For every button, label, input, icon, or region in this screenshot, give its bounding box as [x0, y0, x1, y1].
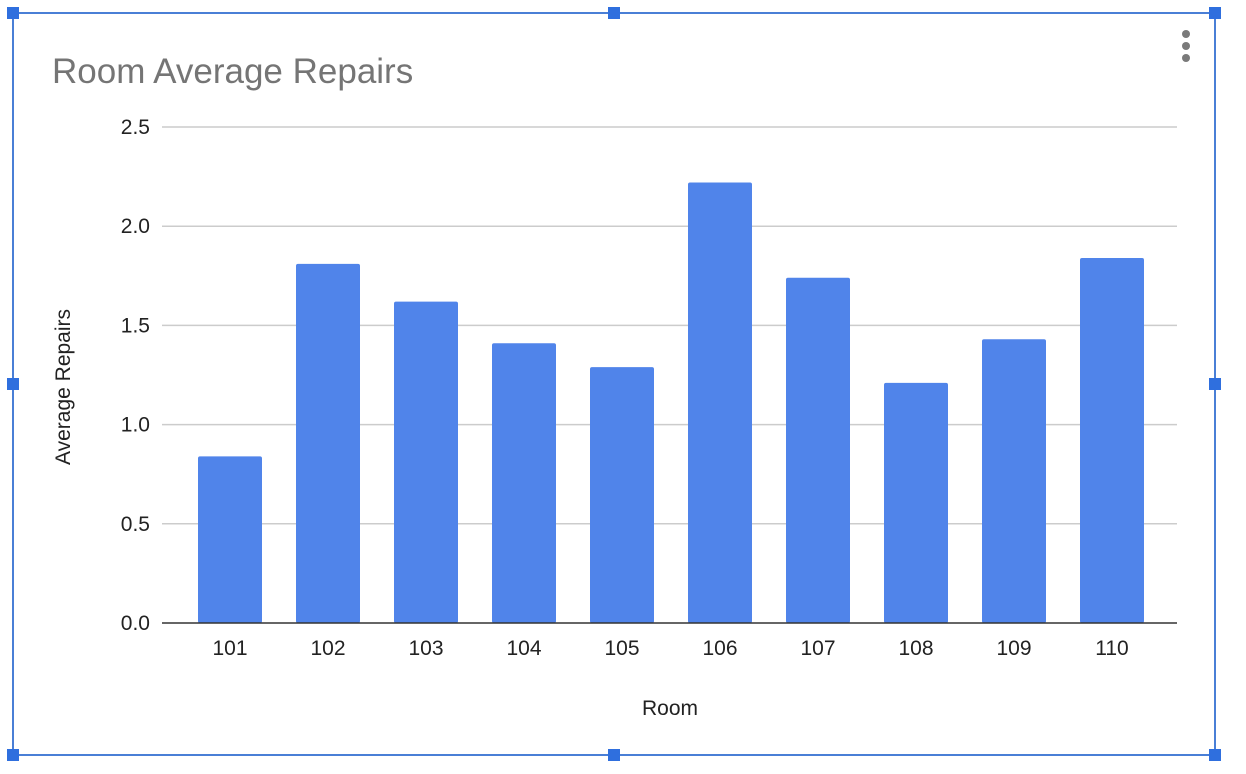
resize-handle[interactable]	[7, 7, 19, 19]
resize-handle[interactable]	[7, 749, 19, 761]
x-axis-label: Room	[642, 697, 698, 720]
x-tick-label: 107	[800, 637, 835, 660]
x-tick-label: 110	[1095, 637, 1128, 660]
bar-room-101	[198, 456, 262, 623]
y-tick-label: 0.0	[121, 612, 150, 635]
more-vertical-icon[interactable]	[1172, 28, 1200, 66]
resize-handle[interactable]	[1209, 7, 1221, 19]
x-tick-label: 105	[604, 637, 639, 660]
bar-room-108	[884, 382, 948, 623]
resize-handle[interactable]	[608, 749, 620, 761]
bars	[198, 182, 1144, 623]
y-tick-label: 1.0	[121, 414, 150, 437]
menu-dot	[1182, 42, 1190, 50]
y-tick-label: 0.5	[121, 513, 150, 536]
x-tick-label: 101	[212, 637, 247, 660]
resize-handle[interactable]	[1209, 378, 1221, 390]
bar-room-105	[590, 367, 654, 623]
menu-dot	[1182, 54, 1190, 62]
resize-handle[interactable]	[1209, 749, 1221, 761]
resize-handles[interactable]	[7, 7, 1221, 761]
x-axis-ticks: 101 102 103 104 105 106 107 108 109 110	[212, 637, 1128, 660]
bar-room-109	[982, 339, 1046, 623]
bar-room-103	[394, 301, 458, 623]
x-tick-label: 102	[310, 637, 345, 660]
y-tick-label: 2.0	[121, 215, 150, 238]
y-tick-label: 1.5	[121, 314, 150, 337]
x-tick-label: 108	[898, 637, 933, 660]
bar-room-106	[688, 182, 752, 623]
resize-handle[interactable]	[608, 7, 620, 19]
bar-room-104	[492, 343, 556, 623]
x-tick-label: 106	[702, 637, 737, 660]
bar-room-110	[1080, 257, 1144, 623]
menu-dot	[1182, 30, 1190, 38]
x-tick-label: 109	[996, 637, 1031, 660]
y-tick-label: 2.5	[121, 116, 150, 139]
x-tick-label: 104	[506, 637, 541, 660]
bar-room-107	[786, 277, 850, 623]
bar-room-102	[296, 263, 360, 623]
x-tick-label: 103	[408, 637, 443, 660]
resize-handle[interactable]	[7, 378, 19, 390]
chart-title: Room Average Repairs	[52, 52, 413, 91]
y-axis-ticks: 0.0 0.5 1.0 1.5 2.0 2.5	[121, 116, 150, 635]
y-axis-label: Average Repairs	[52, 309, 75, 465]
